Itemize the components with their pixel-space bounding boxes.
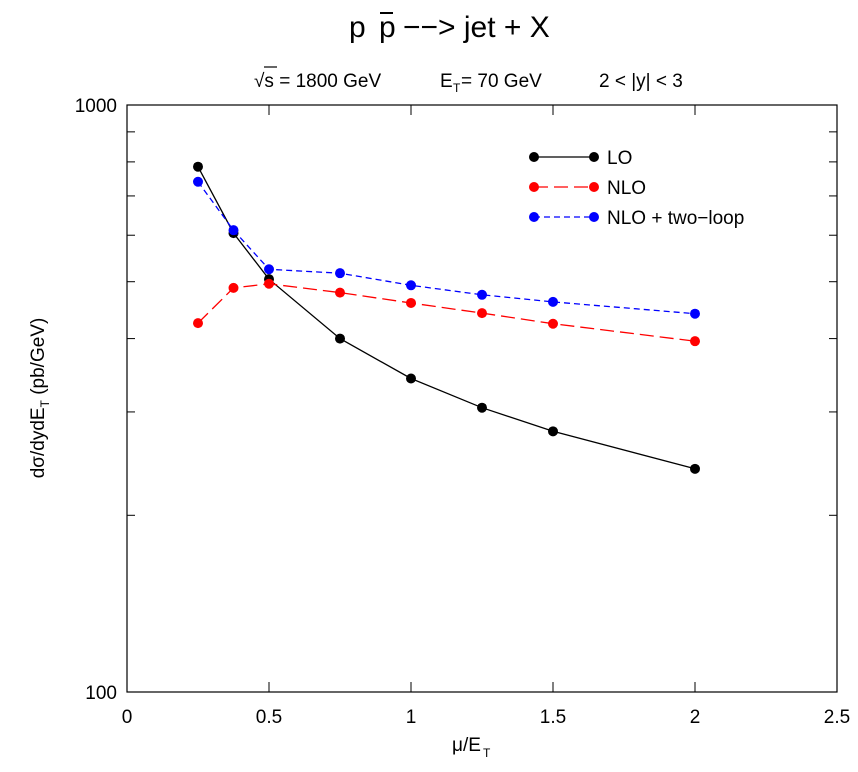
legend-label: NLO — [607, 178, 646, 199]
subtitle-et-value: = 70 GeV — [461, 71, 542, 92]
chart-subtitle: √s = 1800 GeV E T = 70 GeV 2 < |y| < 3 — [254, 66, 683, 95]
x-tick-labels: 0 0.5 1 1.5 2 2.5 — [122, 707, 851, 728]
series-lo-point — [548, 426, 558, 437]
subtitle-y-range: 2 < |y| < 3 — [599, 71, 683, 92]
x-axis-label-main: μ/E — [452, 735, 481, 756]
x-tick-label: 1.5 — [540, 707, 566, 728]
legend: LO NLO NLO + two−loop — [529, 148, 744, 229]
x-tick-label: 2 — [690, 707, 701, 728]
series-lo-point — [690, 463, 700, 474]
series-nlo-two-loop-point — [477, 289, 487, 300]
subtitle-sqrt-s: √s = 1800 GeV — [254, 71, 381, 92]
axis-ticks — [126, 104, 838, 693]
x-tick-label: 2.5 — [824, 707, 850, 728]
series-nlo-point — [406, 297, 416, 308]
legend-item-lo: LO — [529, 148, 632, 169]
series-nlo-point — [548, 318, 558, 329]
series-nlo-two-loop — [193, 176, 700, 319]
svg-text:dσ/dydET (pb/GeV): dσ/dydET (pb/GeV) — [28, 318, 52, 479]
x-tick-label: 1 — [406, 707, 417, 728]
legend-marker-start — [529, 152, 539, 162]
legend-item-nlo: NLO — [529, 178, 646, 199]
series-nlo — [193, 278, 700, 347]
x-axis-label: μ/E T — [452, 735, 491, 760]
series-nlo-two-loop-point — [406, 280, 416, 291]
series-lo-point — [477, 402, 487, 413]
y-tick-label: 100 — [85, 683, 117, 704]
x-tick-label: 0.5 — [256, 707, 282, 728]
legend-label: NLO + two−loop — [607, 208, 744, 229]
y-axis-label-main: dσ/dydE — [28, 407, 49, 478]
series-nlo-two-loop-point — [335, 268, 345, 279]
legend-marker-start — [529, 212, 539, 222]
title-p: p — [349, 11, 366, 44]
legend-marker-end — [589, 212, 599, 222]
y-axis-label-tail: (pb/GeV) — [28, 318, 49, 400]
series-lo-line — [197, 166, 696, 470]
subtitle-et-main: E — [440, 71, 453, 92]
title-pbar: p — [379, 11, 396, 44]
y-tick-labels: 100 1000 — [75, 96, 117, 704]
series-lo-point — [406, 373, 416, 384]
legend-item-nlo-two-loop: NLO + two−loop — [529, 208, 744, 229]
series-lo-point — [335, 333, 345, 344]
chart-title: p p −−> jet + X — [349, 11, 550, 44]
series-layer — [193, 161, 700, 474]
series-nlo-two-loop-point — [228, 225, 239, 236]
title-rest: −−> jet + X — [403, 11, 550, 44]
series-nlo-two-loop-point — [264, 264, 274, 275]
series-nlo-point — [690, 336, 700, 347]
legend-marker-end — [589, 182, 599, 192]
svg-text:p p −−> jet + X: p p −−> jet + X — [349, 11, 550, 44]
legend-marker-end — [589, 152, 599, 162]
y-axis-label-sub: T — [38, 399, 52, 407]
y-tick-label: 1000 — [75, 96, 117, 117]
y-axis-label: dσ/dydET (pb/GeV) — [28, 318, 52, 479]
subtitle-et-sub: T — [453, 81, 461, 95]
series-nlo-point — [193, 318, 203, 329]
x-axis-label-sub: T — [483, 746, 491, 760]
series-nlo-point — [264, 278, 274, 289]
legend-label: LO — [607, 148, 632, 169]
x-tick-label: 0 — [122, 707, 133, 728]
series-nlo-two-loop-point — [193, 176, 203, 187]
series-nlo-two-loop-point — [548, 296, 558, 307]
series-nlo-point — [228, 282, 239, 293]
series-nlo-point — [335, 287, 345, 298]
series-lo-point — [193, 161, 203, 172]
series-nlo-point — [477, 308, 487, 319]
plot-frame — [126, 104, 838, 693]
series-nlo-two-loop-point — [690, 308, 700, 319]
series-nlo-two-loop-line — [197, 181, 696, 315]
legend-marker-start — [529, 182, 539, 192]
series-nlo-line — [197, 283, 696, 342]
